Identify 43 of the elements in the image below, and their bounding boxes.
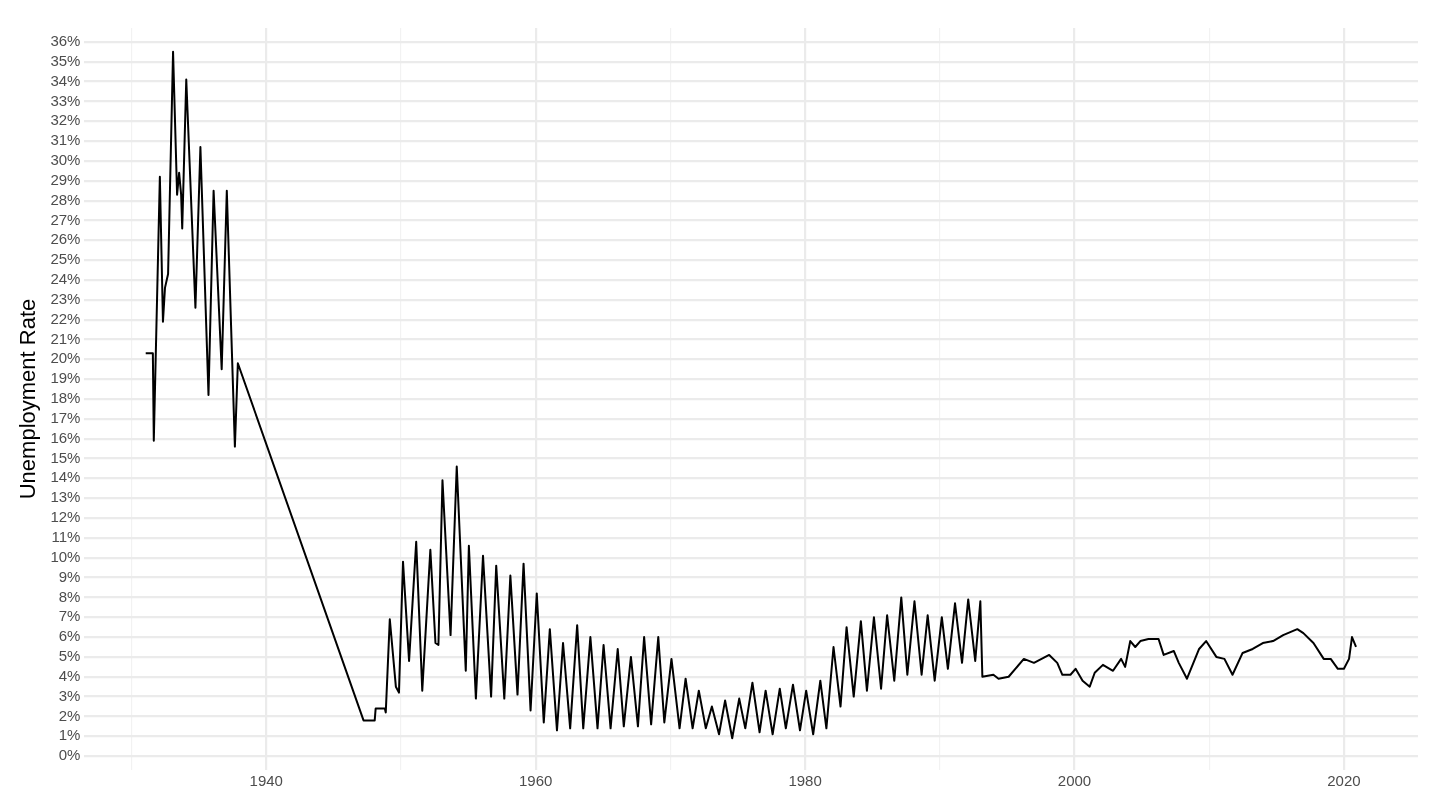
y-tick-label: 25%	[50, 250, 81, 268]
y-tick-label: 32%	[50, 111, 81, 129]
y-tick-label: 19%	[50, 369, 81, 387]
y-tick-label: 35%	[50, 51, 81, 69]
y-tick-label: 30%	[50, 151, 81, 169]
y-tick-label: 15%	[50, 448, 81, 466]
y-tick-label: 26%	[50, 230, 81, 248]
x-tick-label: 1980	[788, 772, 822, 790]
y-tick-label: 2%	[58, 706, 81, 724]
y-tick-label: 17%	[50, 408, 81, 426]
y-tick-label: 18%	[50, 389, 81, 407]
y-tick-label: 10%	[50, 547, 81, 565]
y-tick-label: 0%	[58, 746, 81, 764]
y-tick-label: 7%	[58, 607, 81, 625]
x-tick-label: 1960	[519, 772, 553, 790]
y-tick-label: 8%	[58, 587, 81, 605]
y-tick-label: 24%	[50, 270, 81, 288]
y-tick-label: 36%	[50, 32, 81, 50]
y-tick-label: 14%	[50, 468, 81, 486]
y-tick-label: 12%	[50, 508, 81, 526]
y-tick-label: 13%	[50, 488, 81, 506]
y-tick-label: 27%	[50, 210, 81, 228]
y-tick-label: 1%	[58, 726, 81, 744]
y-tick-label: 29%	[50, 170, 81, 188]
x-tick-label: 2020	[1327, 772, 1361, 790]
y-tick-label: 11%	[51, 528, 81, 546]
y-tick-label: 33%	[50, 91, 81, 109]
y-tick-label: 3%	[58, 686, 81, 704]
y-tick-label: 20%	[50, 349, 81, 367]
x-tick-label: 1940	[249, 772, 283, 790]
y-tick-label: 4%	[58, 666, 81, 684]
y-tick-label: 23%	[50, 289, 81, 307]
y-tick-label: 5%	[58, 647, 81, 665]
y-tick-label: 31%	[50, 131, 81, 149]
y-tick-label: 9%	[58, 567, 81, 585]
y-tick-label: 16%	[50, 428, 81, 446]
y-tick-label: 28%	[50, 190, 81, 208]
y-tick-label: 34%	[50, 71, 81, 89]
x-tick-label: 2000	[1057, 772, 1092, 790]
y-tick-label: 22%	[50, 309, 81, 327]
y-tick-label: 6%	[58, 627, 81, 645]
y-axis-title: Unemployment Rate	[15, 298, 41, 500]
y-tick-label: 21%	[50, 329, 81, 347]
